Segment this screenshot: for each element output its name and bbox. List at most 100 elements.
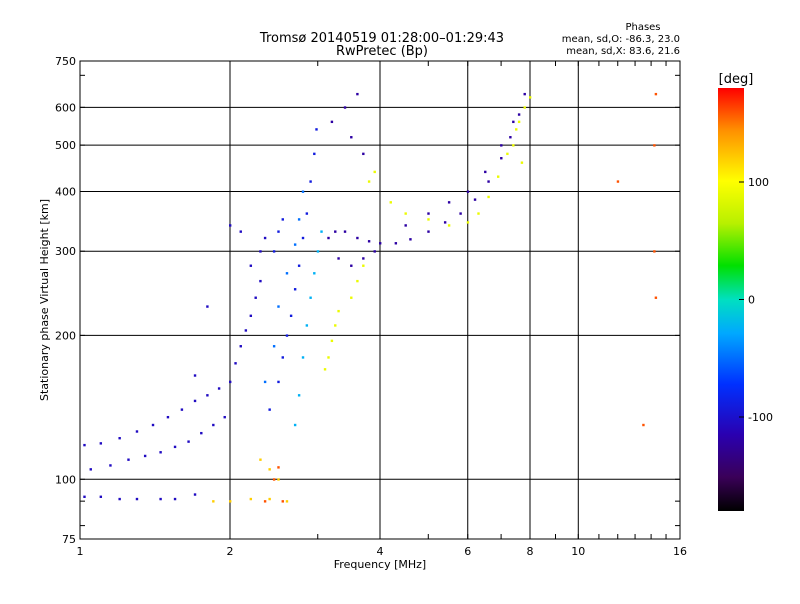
data-point [327,236,330,240]
data-point [173,445,177,449]
data-point [135,497,139,501]
data-point [427,230,430,233]
data-point [244,329,248,332]
x-tick-label: 8 [527,545,534,558]
data-point [343,106,347,109]
x-tick-label: 10 [571,545,585,558]
data-point [500,144,503,147]
data-point [206,394,209,397]
data-point [330,339,334,343]
data-point [297,264,301,267]
data-point [301,190,305,193]
y-tick-label: 400 [55,185,76,198]
data-point [653,250,656,253]
data-point [356,92,359,96]
x-tick-label: 4 [377,545,384,558]
data-point [293,243,297,246]
data-point [223,415,226,419]
data-point [427,218,430,221]
data-point [301,356,305,359]
data-point [362,257,365,260]
data-point [512,120,515,124]
data-point [239,230,242,233]
data-point [305,324,309,327]
data-point [654,296,658,299]
data-point [159,451,162,454]
gridlines [80,61,680,539]
data-point [313,272,316,275]
data-point [466,221,470,224]
y-tick-label: 500 [55,139,76,152]
chart-title: Tromsø 20140519 01:28:00–01:29:43 [259,31,504,46]
data-point [259,250,262,253]
data-point [523,106,526,109]
data-point [229,380,232,384]
data-point [268,468,271,471]
data-points [83,92,658,503]
data-point [281,500,284,503]
data-point [289,314,293,318]
data-point [350,264,353,267]
data-point [277,380,280,384]
colorbar-ticks: 100 0 -100 [739,176,773,424]
x-axis-label: Frequency [MHz] [334,558,426,571]
data-point [653,144,656,147]
data-point [89,468,92,471]
data-point [173,497,177,501]
data-point [473,198,477,201]
data-point [281,356,284,359]
data-point [323,368,327,371]
data-point [272,478,276,481]
data-point [394,242,398,245]
data-point [259,458,262,461]
data-point [409,238,412,241]
y-axis-label: Stationary phase Virtual Height [km] [38,199,51,401]
colorbar-tick-label: -100 [748,411,773,424]
data-point [99,495,103,498]
data-point [263,236,267,240]
data-point [118,497,121,501]
data-point [99,442,103,445]
data-point [239,345,242,348]
data-point [277,230,280,233]
data-point [187,440,190,443]
data-point [212,500,215,503]
data-point [616,180,620,183]
data-point [517,113,521,116]
data-point [334,324,337,327]
data-point [529,96,532,99]
data-point [523,92,526,96]
data-point [143,454,147,458]
data-point [367,240,371,243]
data-point [459,212,462,215]
data-point [249,497,253,501]
data-point [83,443,86,447]
data-point [193,374,197,377]
data-point [285,500,289,503]
data-point [512,144,515,147]
colorbar-tick-label: 100 [748,176,769,189]
data-point [301,236,305,240]
data-point [487,180,490,183]
data-point [443,221,447,224]
data-point [234,362,237,365]
y-tick-label: 300 [55,245,76,258]
x-axis: 1 2 4 6 8 10 16 [77,61,687,558]
data-point [263,380,267,384]
data-point [320,230,323,233]
data-point [367,180,371,183]
data-point [309,180,312,183]
data-point [254,296,257,299]
data-point [427,212,430,215]
data-point [229,500,232,503]
data-point [293,288,297,291]
y-axis: 75 100 200 300 400 500 600 750 [55,55,680,546]
y-tick-label: 200 [55,329,76,342]
data-point [249,264,253,267]
colorbar-label: [deg] [719,72,754,87]
data-point [229,224,232,227]
data-point [180,408,184,411]
data-point [200,431,203,435]
data-point [334,230,337,233]
